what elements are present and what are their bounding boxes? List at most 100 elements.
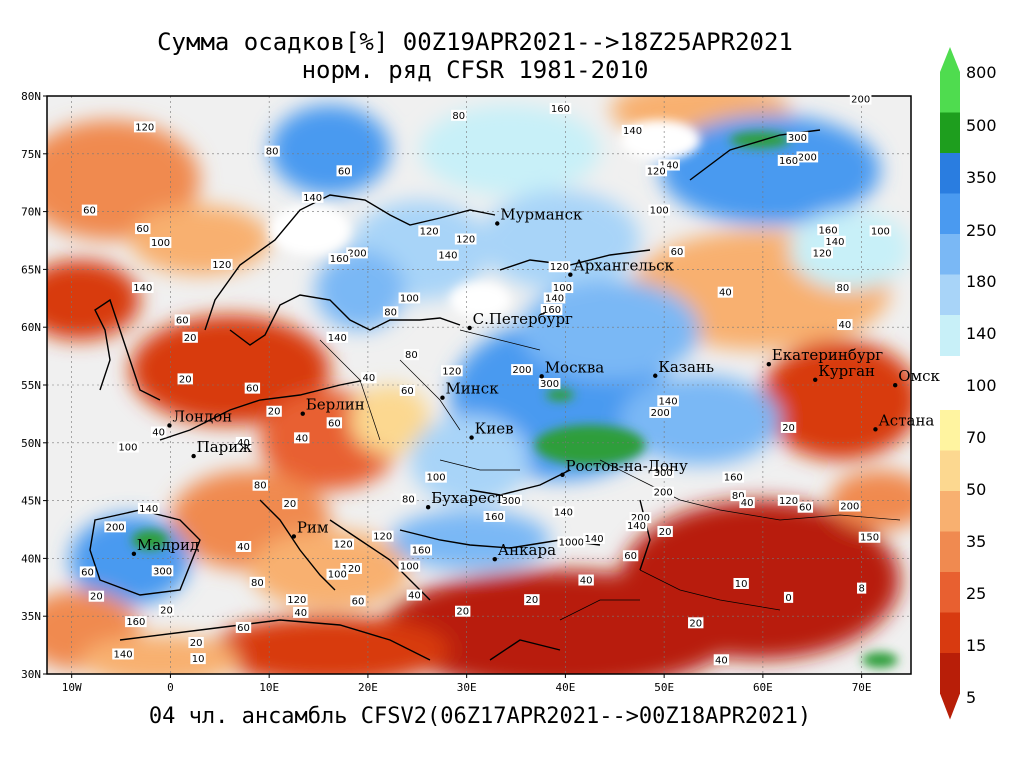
colorbar-swatch <box>940 612 960 654</box>
contour-value: 40 <box>578 574 594 587</box>
svg-text:80: 80 <box>266 147 279 158</box>
svg-text:60: 60 <box>136 224 149 235</box>
contour-value: 40 <box>713 654 730 666</box>
city-marker: Рим <box>291 518 329 539</box>
colorbar-swatch <box>940 653 960 694</box>
colorbar-arrow-bottom <box>940 693 960 720</box>
city-name: Париж <box>197 438 253 456</box>
contour-value: 40 <box>717 286 734 299</box>
lon-label: 70E <box>852 681 872 694</box>
contour-value: 20 <box>780 421 797 434</box>
svg-text:20: 20 <box>179 374 192 385</box>
contour-value: 200 <box>346 247 368 259</box>
colorbar-label: 70 <box>966 428 986 447</box>
svg-text:140: 140 <box>328 333 347 344</box>
svg-text:40: 40 <box>715 655 728 666</box>
svg-text:140: 140 <box>660 161 679 172</box>
contour-value: 200 <box>796 151 819 163</box>
svg-text:120: 120 <box>779 496 798 507</box>
svg-text:10: 10 <box>192 654 205 665</box>
svg-text:120: 120 <box>813 248 832 259</box>
contour-value: 140 <box>583 532 605 545</box>
svg-text:40: 40 <box>294 608 307 619</box>
lat-label: 30N <box>21 668 41 681</box>
contour-value: 80 <box>264 145 280 158</box>
lat-label: 80N <box>21 90 41 103</box>
contour-value: 140 <box>824 235 846 248</box>
svg-text:20: 20 <box>689 618 702 629</box>
contour-value: 120 <box>210 258 233 271</box>
contour-value: 60 <box>622 550 639 562</box>
colorbar-label: 5 <box>966 688 976 707</box>
svg-text:120: 120 <box>287 595 306 606</box>
city-name: С.Петербург <box>473 310 573 328</box>
contour-value: 300 <box>652 467 674 479</box>
contour-value: 120 <box>645 165 668 177</box>
colorbar-swatch <box>940 193 960 235</box>
lon-label: 0 <box>167 681 174 694</box>
svg-text:140: 140 <box>113 650 132 661</box>
contour-value: 8 <box>857 582 867 595</box>
colorbar-label: 100 <box>966 376 997 395</box>
svg-text:80: 80 <box>405 350 418 361</box>
contour-value: 200 <box>629 512 652 524</box>
svg-text:1000: 1000 <box>559 537 584 548</box>
contour-value: 140 <box>552 506 575 518</box>
contour-value: 20 <box>524 594 540 606</box>
contour-value: 140 <box>437 249 459 262</box>
svg-text:300: 300 <box>788 133 807 144</box>
contour-value: 40 <box>293 606 309 619</box>
svg-text:40: 40 <box>719 288 732 299</box>
svg-text:100: 100 <box>553 283 572 294</box>
contour-value: 100 <box>398 292 421 304</box>
contour-value: 100 <box>551 282 574 294</box>
colorbar-swatch <box>940 410 960 451</box>
city-name: Казань <box>658 358 714 376</box>
contour-value: 100 <box>425 471 447 484</box>
svg-text:200: 200 <box>106 522 125 533</box>
contour-value: 160 <box>483 510 506 523</box>
contour-value: 60 <box>797 501 814 514</box>
colorbar-swatch <box>940 112 960 154</box>
svg-text:120: 120 <box>550 262 569 273</box>
city-marker: Берлин <box>300 396 365 416</box>
map-subtitle: норм. ряд CFSR 1981-2010 <box>301 56 649 84</box>
city-name: Екатеринбург <box>772 346 883 364</box>
contour-value: 100 <box>648 204 671 217</box>
lat-label: 75N <box>21 148 41 161</box>
contour-value: 200 <box>649 406 671 419</box>
svg-text:160: 160 <box>485 512 504 523</box>
svg-text:300: 300 <box>654 468 673 479</box>
svg-text:80: 80 <box>384 307 397 318</box>
city-name: Астана <box>878 411 934 429</box>
contour-value: 20 <box>177 373 193 385</box>
city-name: Лондон <box>172 407 232 425</box>
contour-value: 150 <box>858 531 881 544</box>
city-name: Москва <box>545 358 605 376</box>
svg-text:120: 120 <box>420 226 439 237</box>
contour-value: 300 <box>786 131 809 144</box>
svg-text:40: 40 <box>838 320 851 331</box>
city-marker: Ростов-на-Дону <box>560 457 688 478</box>
lat-label: 45N <box>21 495 41 508</box>
contour-value: 140 <box>137 502 160 515</box>
svg-text:60: 60 <box>81 567 94 578</box>
svg-text:120: 120 <box>456 235 475 246</box>
svg-text:20: 20 <box>90 592 103 603</box>
svg-text:160: 160 <box>724 473 743 484</box>
contour-value: 40 <box>235 540 252 553</box>
city-marker: Мурманск <box>495 206 583 226</box>
city-marker: Астана <box>873 411 934 432</box>
contour-value: 60 <box>174 314 190 326</box>
lat-label: 50N <box>21 437 41 450</box>
svg-text:60: 60 <box>799 503 812 514</box>
city-name: Анкара <box>498 541 556 559</box>
contour-value: 20 <box>657 525 673 538</box>
contour-value: 160 <box>328 253 351 265</box>
city-marker: Мадрид <box>131 536 199 556</box>
contour-value: 60 <box>350 595 366 607</box>
map-title: Сумма осадков[%] 00Z19APR2021-->18Z25APR… <box>157 28 793 56</box>
contour-value: 20 <box>688 617 704 629</box>
contour-value: 100 <box>326 568 349 581</box>
contour-value: 80 <box>249 576 266 589</box>
